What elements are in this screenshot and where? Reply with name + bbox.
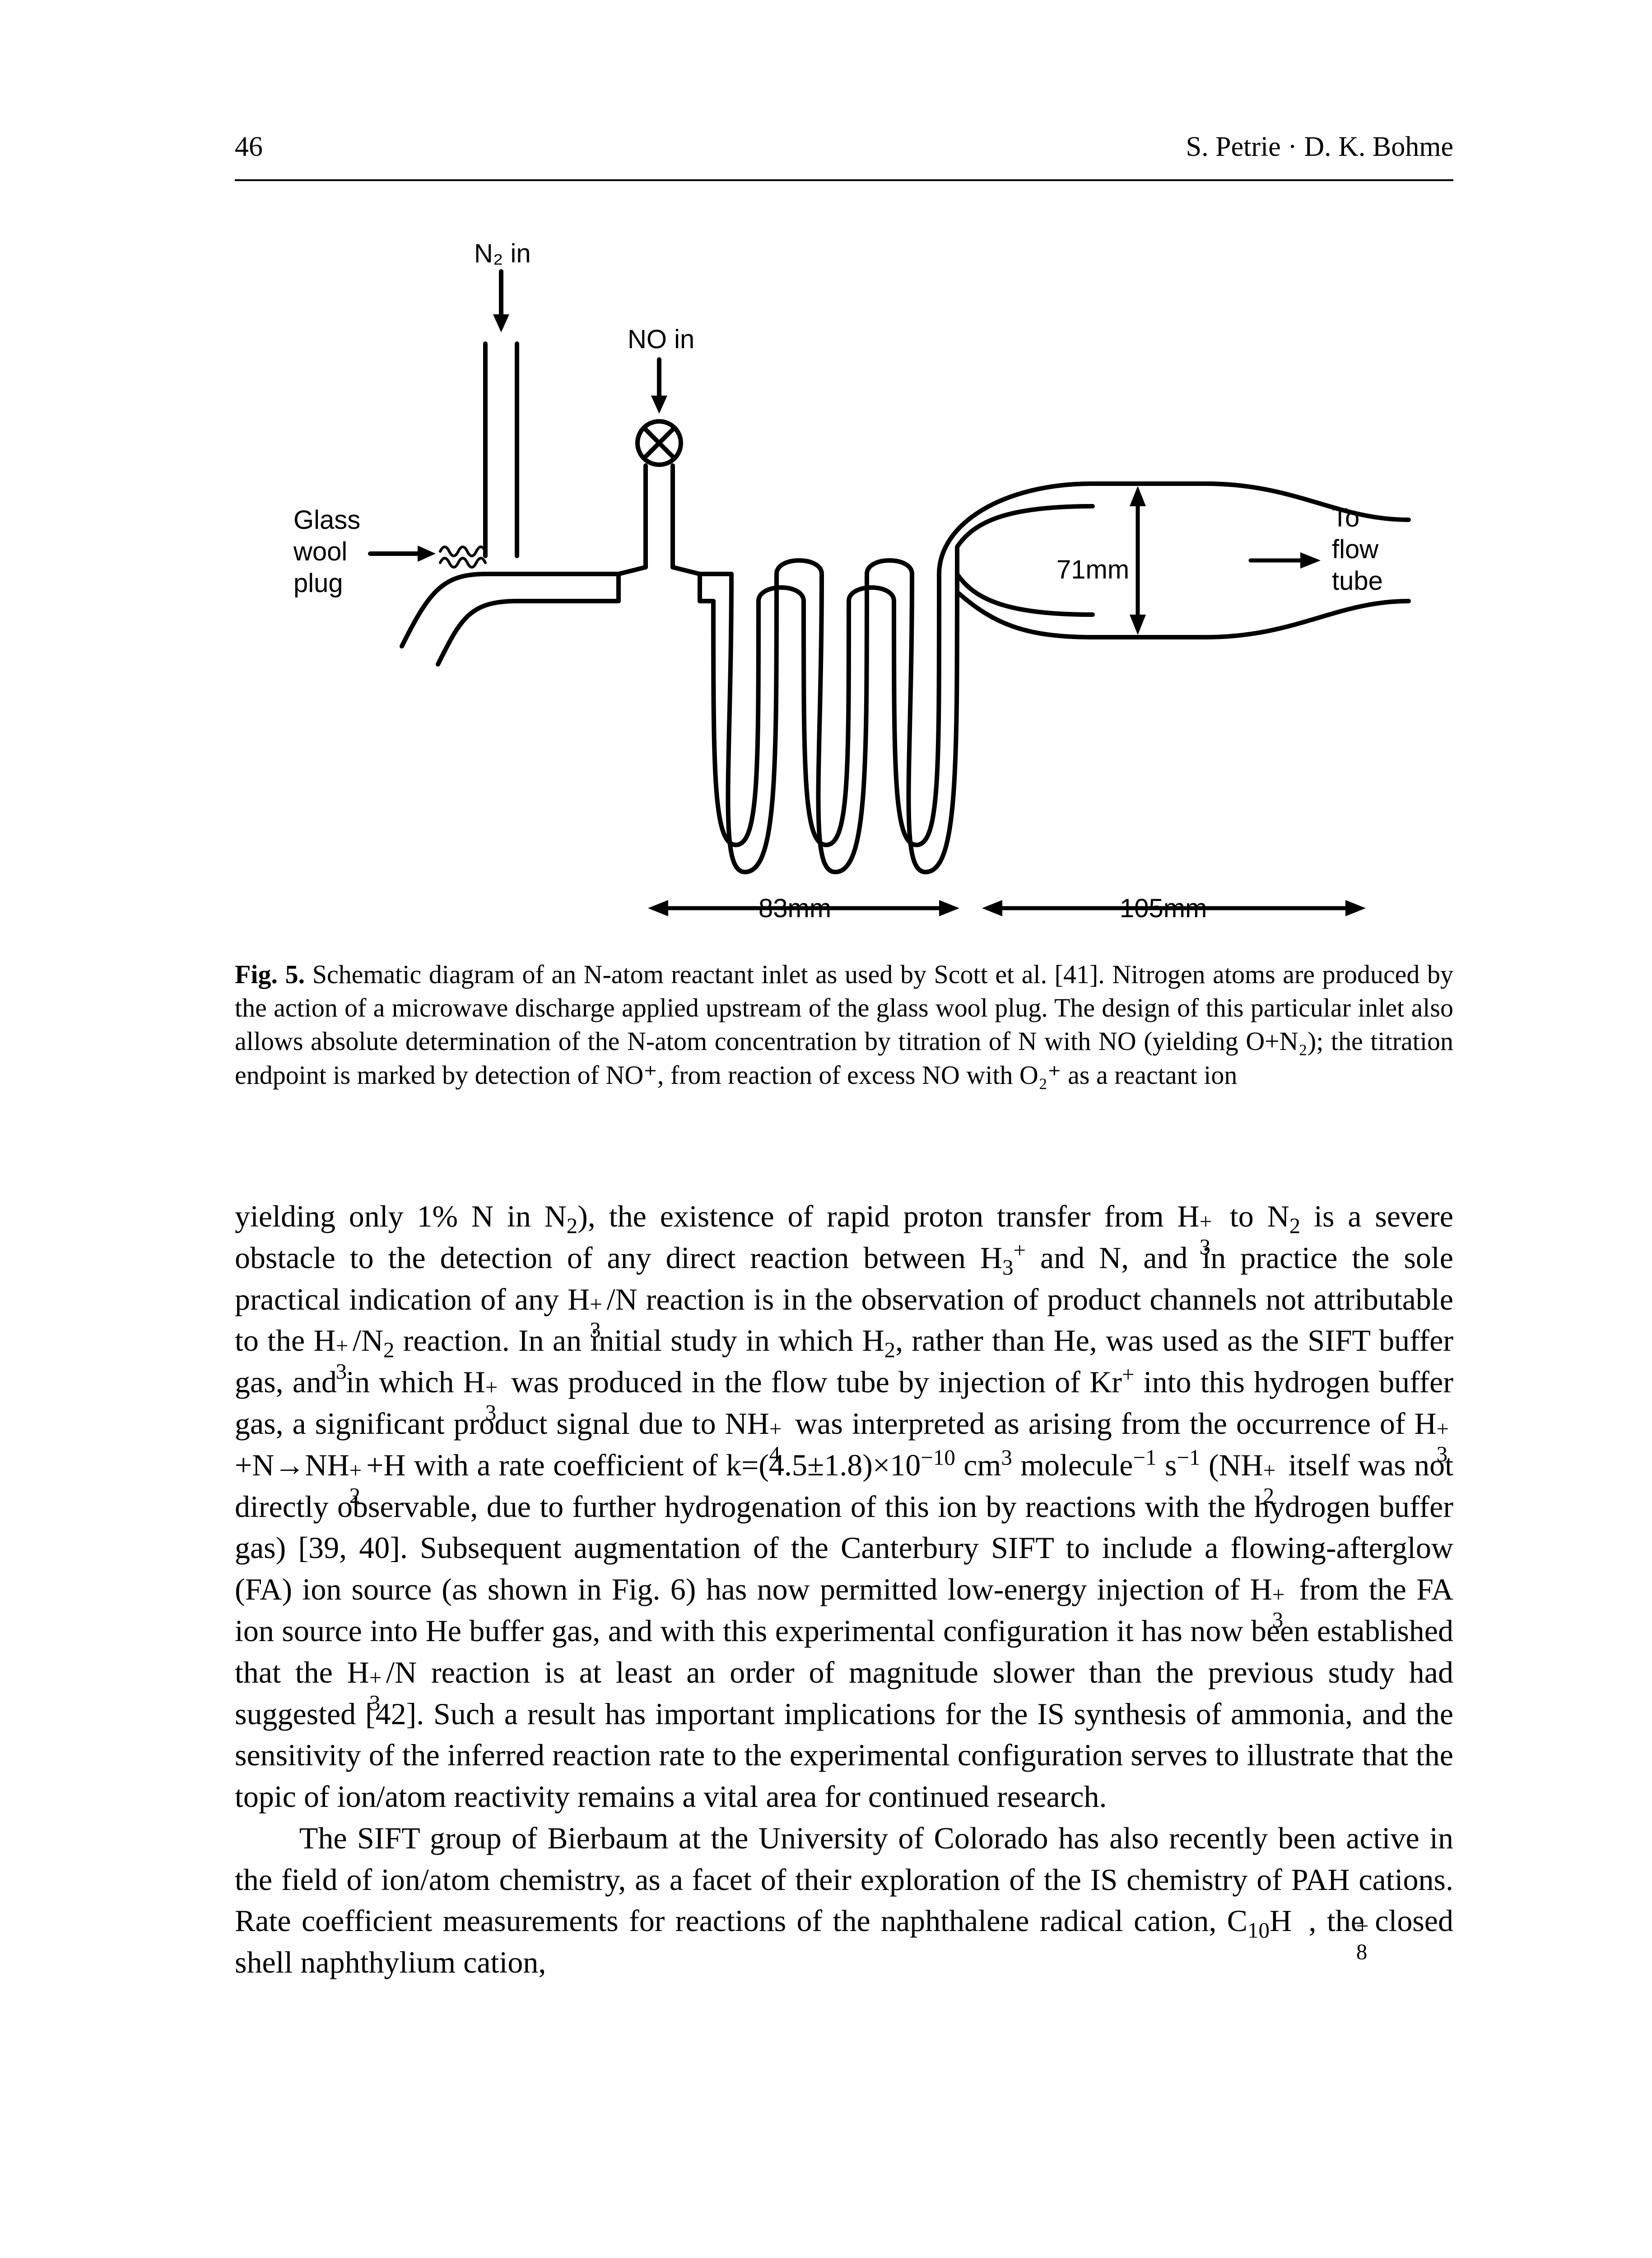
label-no-in: NO in [628, 325, 694, 354]
figure-5: N₂ in Glass wool plug [235, 231, 1453, 1092]
running-header: 46 S. Petrie · D. K. Bohme [235, 131, 1453, 163]
figure-5-schematic: N₂ in Glass wool plug [235, 231, 1454, 944]
label-glasswool-l3: plug [293, 569, 343, 598]
label-toflow-l1: To [1332, 503, 1359, 532]
label-83mm: 83mm [759, 894, 831, 923]
paragraph-1: yielding only 1% N in N2), the existence… [235, 1196, 1453, 1818]
figure-caption-body: Schematic diagram of an N-atom reactant … [235, 960, 1453, 1090]
running-head-authors: S. Petrie · D. K. Bohme [1186, 131, 1453, 163]
label-71mm: 71mm [1056, 555, 1129, 584]
figure-caption-lead: Fig. 5. [235, 960, 305, 989]
body-text: yielding only 1% N in N2), the existence… [235, 1196, 1453, 1983]
label-105mm: 105mm [1120, 894, 1207, 923]
page-number: 46 [235, 131, 263, 163]
label-toflow-l3: tube [1332, 566, 1383, 596]
figure-5-caption: Fig. 5. Schematic diagram of an N-atom r… [235, 958, 1453, 1092]
header-rule [235, 179, 1453, 181]
paragraph-2: The SIFT group of Bierbaum at the Univer… [235, 1818, 1453, 1983]
label-toflow-l2: flow [1332, 535, 1379, 564]
label-n2-in: N₂ in [474, 239, 531, 268]
page: 46 S. Petrie · D. K. Bohme N₂ in Glass w… [0, 0, 1652, 2258]
label-glasswool-l1: Glass [293, 505, 360, 535]
label-glasswool-l2: wool [293, 537, 347, 566]
